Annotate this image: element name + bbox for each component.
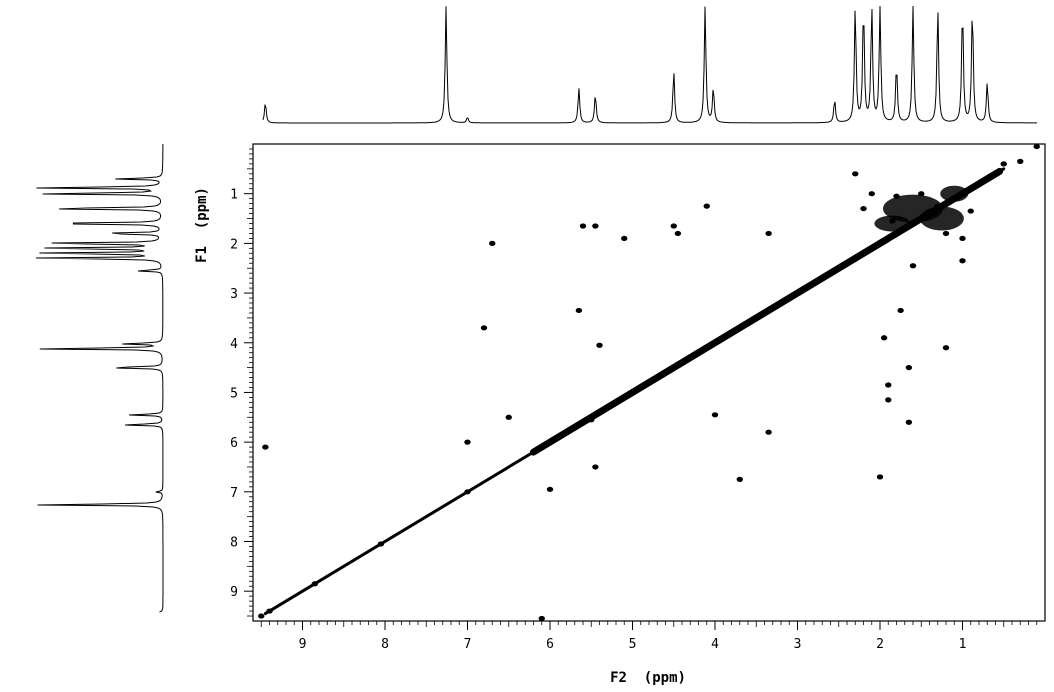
y-tick-label: 6 <box>230 436 238 451</box>
x-axis: 9 8 7 6 5 4 3 2 1 <box>260 621 1038 652</box>
cross-peak <box>464 489 471 495</box>
x-tick-label: 9 <box>299 637 307 652</box>
cross-peak <box>670 223 677 229</box>
cross-peak <box>909 263 917 269</box>
cross-peak <box>377 541 385 547</box>
cross-peak <box>538 615 545 622</box>
cross-peak <box>707 342 715 348</box>
cross-peak <box>942 345 950 351</box>
cross-peak-layer <box>258 143 1040 622</box>
cross-peak <box>885 397 892 403</box>
cross-peak <box>711 412 719 418</box>
cross-peak <box>489 240 496 246</box>
cross-peak <box>959 235 966 242</box>
cross-peak <box>480 325 488 331</box>
cross-peak <box>567 427 574 433</box>
cross-peak <box>736 325 743 331</box>
cross-peak <box>633 387 640 393</box>
y-tick-label: 7 <box>230 486 238 501</box>
y-tick-label: 3 <box>230 287 238 302</box>
cross-peak <box>897 307 904 314</box>
y-tick-label: 1 <box>230 188 238 203</box>
x-tick-label: 5 <box>629 637 637 652</box>
cross-peak <box>860 205 867 212</box>
x-tick-label: 2 <box>876 637 884 652</box>
cross-peak <box>546 486 554 492</box>
cross-peak <box>967 208 974 214</box>
f1-projection-spectrum <box>35 144 164 613</box>
y-tick-label: 4 <box>230 337 238 352</box>
cross-peak <box>765 230 772 237</box>
cross-peak <box>736 476 743 482</box>
cross-peak <box>885 382 892 388</box>
cross-peak <box>266 608 273 614</box>
x-axis-label: F2 (ppm) <box>610 670 686 686</box>
x-tick-label: 6 <box>546 637 554 652</box>
cross-peak <box>588 417 595 423</box>
cross-peak <box>959 258 966 264</box>
y-tick-label: 5 <box>230 386 238 401</box>
cross-peak <box>464 439 471 445</box>
x-tick-label: 1 <box>959 637 967 652</box>
f2-projection-spectrum <box>262 5 1037 124</box>
cross-peak <box>852 171 859 177</box>
cross-peak <box>505 414 512 420</box>
cross-peak <box>703 203 710 209</box>
cross-peak <box>621 235 628 242</box>
cross-peak <box>868 191 875 197</box>
cross-peak <box>670 364 677 371</box>
cross-peak <box>579 223 587 229</box>
cross-peak-cluster <box>874 215 911 232</box>
cross-peak <box>765 429 772 435</box>
cross-peak <box>674 230 682 237</box>
x-tick-label: 8 <box>381 637 389 652</box>
cross-peak <box>311 581 319 587</box>
cross-peak <box>258 613 265 619</box>
y-tick-label: 2 <box>230 237 238 252</box>
cross-peak <box>262 444 269 450</box>
y-tick-label: 8 <box>230 536 238 551</box>
f1-projection-trace <box>35 144 164 613</box>
f2-projection-trace <box>262 5 1037 124</box>
cross-peak-cluster <box>919 206 964 231</box>
cross-peak <box>592 223 599 229</box>
cross-peak <box>592 464 599 470</box>
cross-peak <box>575 307 583 314</box>
x-tick-label: 7 <box>464 637 472 652</box>
y-axis-label: F1 (ppm) <box>194 187 210 263</box>
cross-peak <box>880 335 888 341</box>
cross-peak <box>596 342 603 348</box>
cross-peak <box>1033 143 1040 150</box>
cross-peak <box>942 230 950 237</box>
cross-peak <box>905 364 913 371</box>
x-tick-label: 4 <box>711 637 719 652</box>
cross-peak <box>876 474 884 480</box>
cross-peak <box>905 419 913 425</box>
cross-peak-cluster <box>940 185 969 202</box>
cross-peak <box>1000 161 1007 167</box>
y-axis: 1 2 3 4 5 6 7 8 9 <box>230 148 253 617</box>
x-tick-label: 3 <box>794 637 802 652</box>
cross-peak <box>1017 158 1024 164</box>
y-tick-label: 9 <box>230 585 238 600</box>
